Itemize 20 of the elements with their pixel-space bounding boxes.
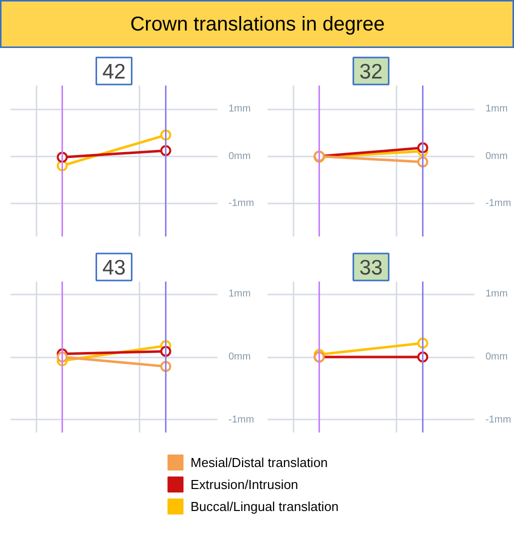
y-tick-label: -1mm (486, 198, 512, 209)
y-tick-label: -1mm (228, 414, 254, 426)
y-tick-label: 1mm (486, 288, 508, 300)
legend-label: Extrusion/Intrusion (190, 477, 298, 492)
y-tick-label: 0mm (228, 352, 251, 362)
chart-title: 43 (102, 256, 126, 280)
chart-title: 33 (359, 256, 383, 280)
y-tick-label: 1mm (228, 104, 251, 115)
y-tick-label: 0mm (228, 150, 251, 162)
text: Crown translations in degree (130, 14, 385, 36)
y-tick-label: -1mm (486, 414, 512, 426)
y-tick-label: 0mm (486, 150, 508, 162)
y-tick-label: 1mm (486, 104, 508, 115)
chart-title: 42 (102, 60, 126, 84)
y-tick-label: -1mm (228, 198, 254, 209)
legend-label: Buccal/Lingual translation (190, 499, 339, 514)
y-tick-label: 0mm (486, 352, 508, 362)
chart-title: 32 (359, 60, 383, 84)
y-tick-label: 1mm (228, 288, 251, 300)
legend-label: Mesial/Distal translation (190, 455, 328, 470)
